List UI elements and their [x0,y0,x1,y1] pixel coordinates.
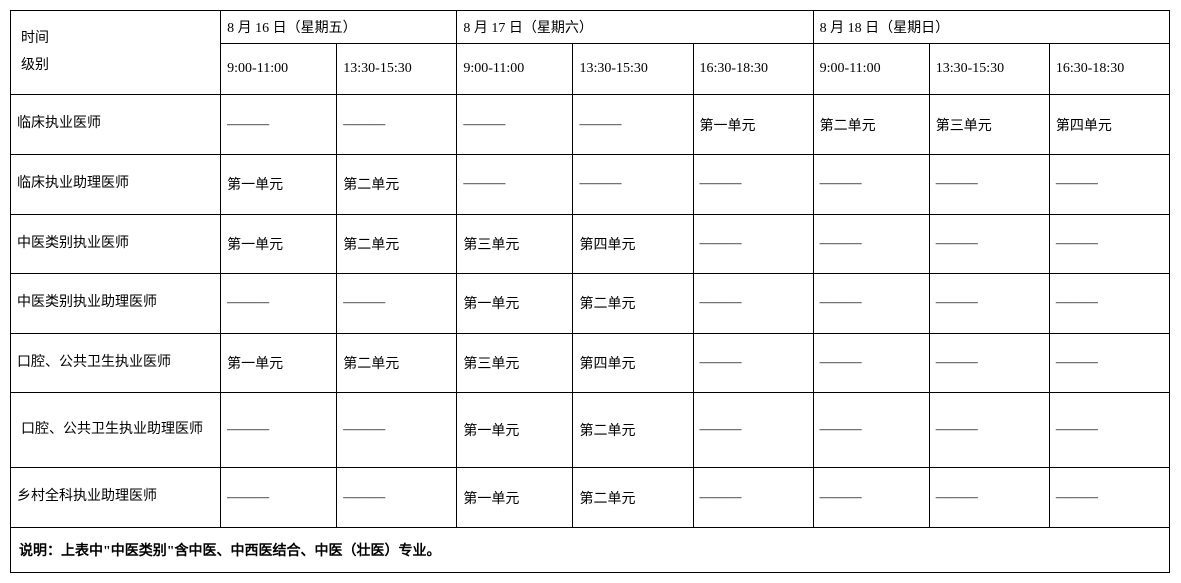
day-header-0: 8 月 16 日（星期五） [221,11,457,44]
cell: ——— [813,274,929,334]
schedule-body: 临床执业医师 ——— ——— ——— ——— 第一单元 第二单元 第三单元 第四… [11,95,1170,573]
cell: ——— [337,95,457,155]
cell: ——— [1049,274,1169,334]
cell: ——— [929,214,1049,274]
cell: 第三单元 [457,333,573,393]
row-name: 口腔、公共卫生执业医师 [11,333,221,393]
cell: ——— [929,333,1049,393]
cell: ——— [929,274,1049,334]
cell: ——— [693,393,813,468]
cell: ——— [693,333,813,393]
cell: 第四单元 [573,333,693,393]
time-slot: 9:00-11:00 [813,44,929,95]
table-row: 临床执业助理医师 第一单元 第二单元 ——— ——— ——— ——— ——— —… [11,154,1170,214]
exam-schedule-table: 时间 级别 8 月 16 日（星期五） 8 月 17 日（星期六） 8 月 18… [10,10,1170,573]
corner-header-line1: 时间 级别 [21,31,49,73]
cell: ——— [457,95,573,155]
cell: 第二单元 [573,274,693,334]
cell: 第二单元 [813,95,929,155]
table-row: 口腔、公共卫生执业助理医师 ——— ——— 第一单元 第二单元 ——— ——— … [11,393,1170,468]
cell: 第二单元 [337,214,457,274]
footnote-row: 说明：上表中"中医类别"含中医、中西医结合、中医（壮医）专业。 [11,527,1170,572]
row-name: 中医类别执业助理医师 [11,274,221,334]
cell: ——— [221,468,337,528]
cell: ——— [693,274,813,334]
cell: ——— [813,468,929,528]
footnote: 说明：上表中"中医类别"含中医、中西医结合、中医（壮医）专业。 [11,527,1170,572]
row-name: 临床执业医师 [11,95,221,155]
cell: ——— [929,154,1049,214]
cell: 第一单元 [693,95,813,155]
table-row: 临床执业医师 ——— ——— ——— ——— 第一单元 第二单元 第三单元 第四… [11,95,1170,155]
row-name: 临床执业助理医师 [11,154,221,214]
cell: ——— [1049,468,1169,528]
cell: 第四单元 [573,214,693,274]
cell: 第一单元 [457,468,573,528]
cell: ——— [1049,393,1169,468]
row-name: 乡村全科执业助理医师 [11,468,221,528]
cell: 第二单元 [573,393,693,468]
cell: 第一单元 [457,274,573,334]
cell: ——— [1049,154,1169,214]
time-slot: 16:30-18:30 [1049,44,1169,95]
cell: 第一单元 [221,154,337,214]
corner-header: 时间 级别 [11,11,221,95]
cell: ——— [929,468,1049,528]
time-slot: 13:30-15:30 [337,44,457,95]
cell: ——— [929,393,1049,468]
cell: 第四单元 [1049,95,1169,155]
day-header-2: 8 月 18 日（星期日） [813,11,1169,44]
cell: ——— [1049,214,1169,274]
cell: 第一单元 [221,214,337,274]
cell: 第二单元 [337,154,457,214]
cell: ——— [693,214,813,274]
cell: ——— [573,154,693,214]
cell: ——— [813,393,929,468]
cell: 第二单元 [573,468,693,528]
cell: ——— [693,468,813,528]
table-row: 乡村全科执业助理医师 ——— ——— 第一单元 第二单元 ——— ——— ———… [11,468,1170,528]
day-header-1: 8 月 17 日（星期六） [457,11,813,44]
time-slot: 9:00-11:00 [457,44,573,95]
cell: ——— [813,214,929,274]
cell: ——— [221,95,337,155]
cell: ——— [337,393,457,468]
time-slot: 13:30-15:30 [573,44,693,95]
cell: 第一单元 [457,393,573,468]
cell: 第二单元 [337,333,457,393]
cell: 第三单元 [457,214,573,274]
table-row: 口腔、公共卫生执业医师 第一单元 第二单元 第三单元 第四单元 ——— ——— … [11,333,1170,393]
cell: ——— [813,154,929,214]
time-slot: 9:00-11:00 [221,44,337,95]
row-name: 口腔、公共卫生执业助理医师 [11,393,221,468]
cell: ——— [813,333,929,393]
cell: 第三单元 [929,95,1049,155]
row-name: 中医类别执业医师 [11,214,221,274]
table-row: 中医类别执业助理医师 ——— ——— 第一单元 第二单元 ——— ——— ———… [11,274,1170,334]
cell: ——— [221,393,337,468]
cell: 第一单元 [221,333,337,393]
table-row: 中医类别执业医师 第一单元 第二单元 第三单元 第四单元 ——— ——— ———… [11,214,1170,274]
time-slot: 13:30-15:30 [929,44,1049,95]
cell: ——— [221,274,337,334]
cell: ——— [573,95,693,155]
cell: ——— [337,468,457,528]
cell: ——— [693,154,813,214]
cell: ——— [337,274,457,334]
cell: ——— [1049,333,1169,393]
cell: ——— [457,154,573,214]
time-slot: 16:30-18:30 [693,44,813,95]
